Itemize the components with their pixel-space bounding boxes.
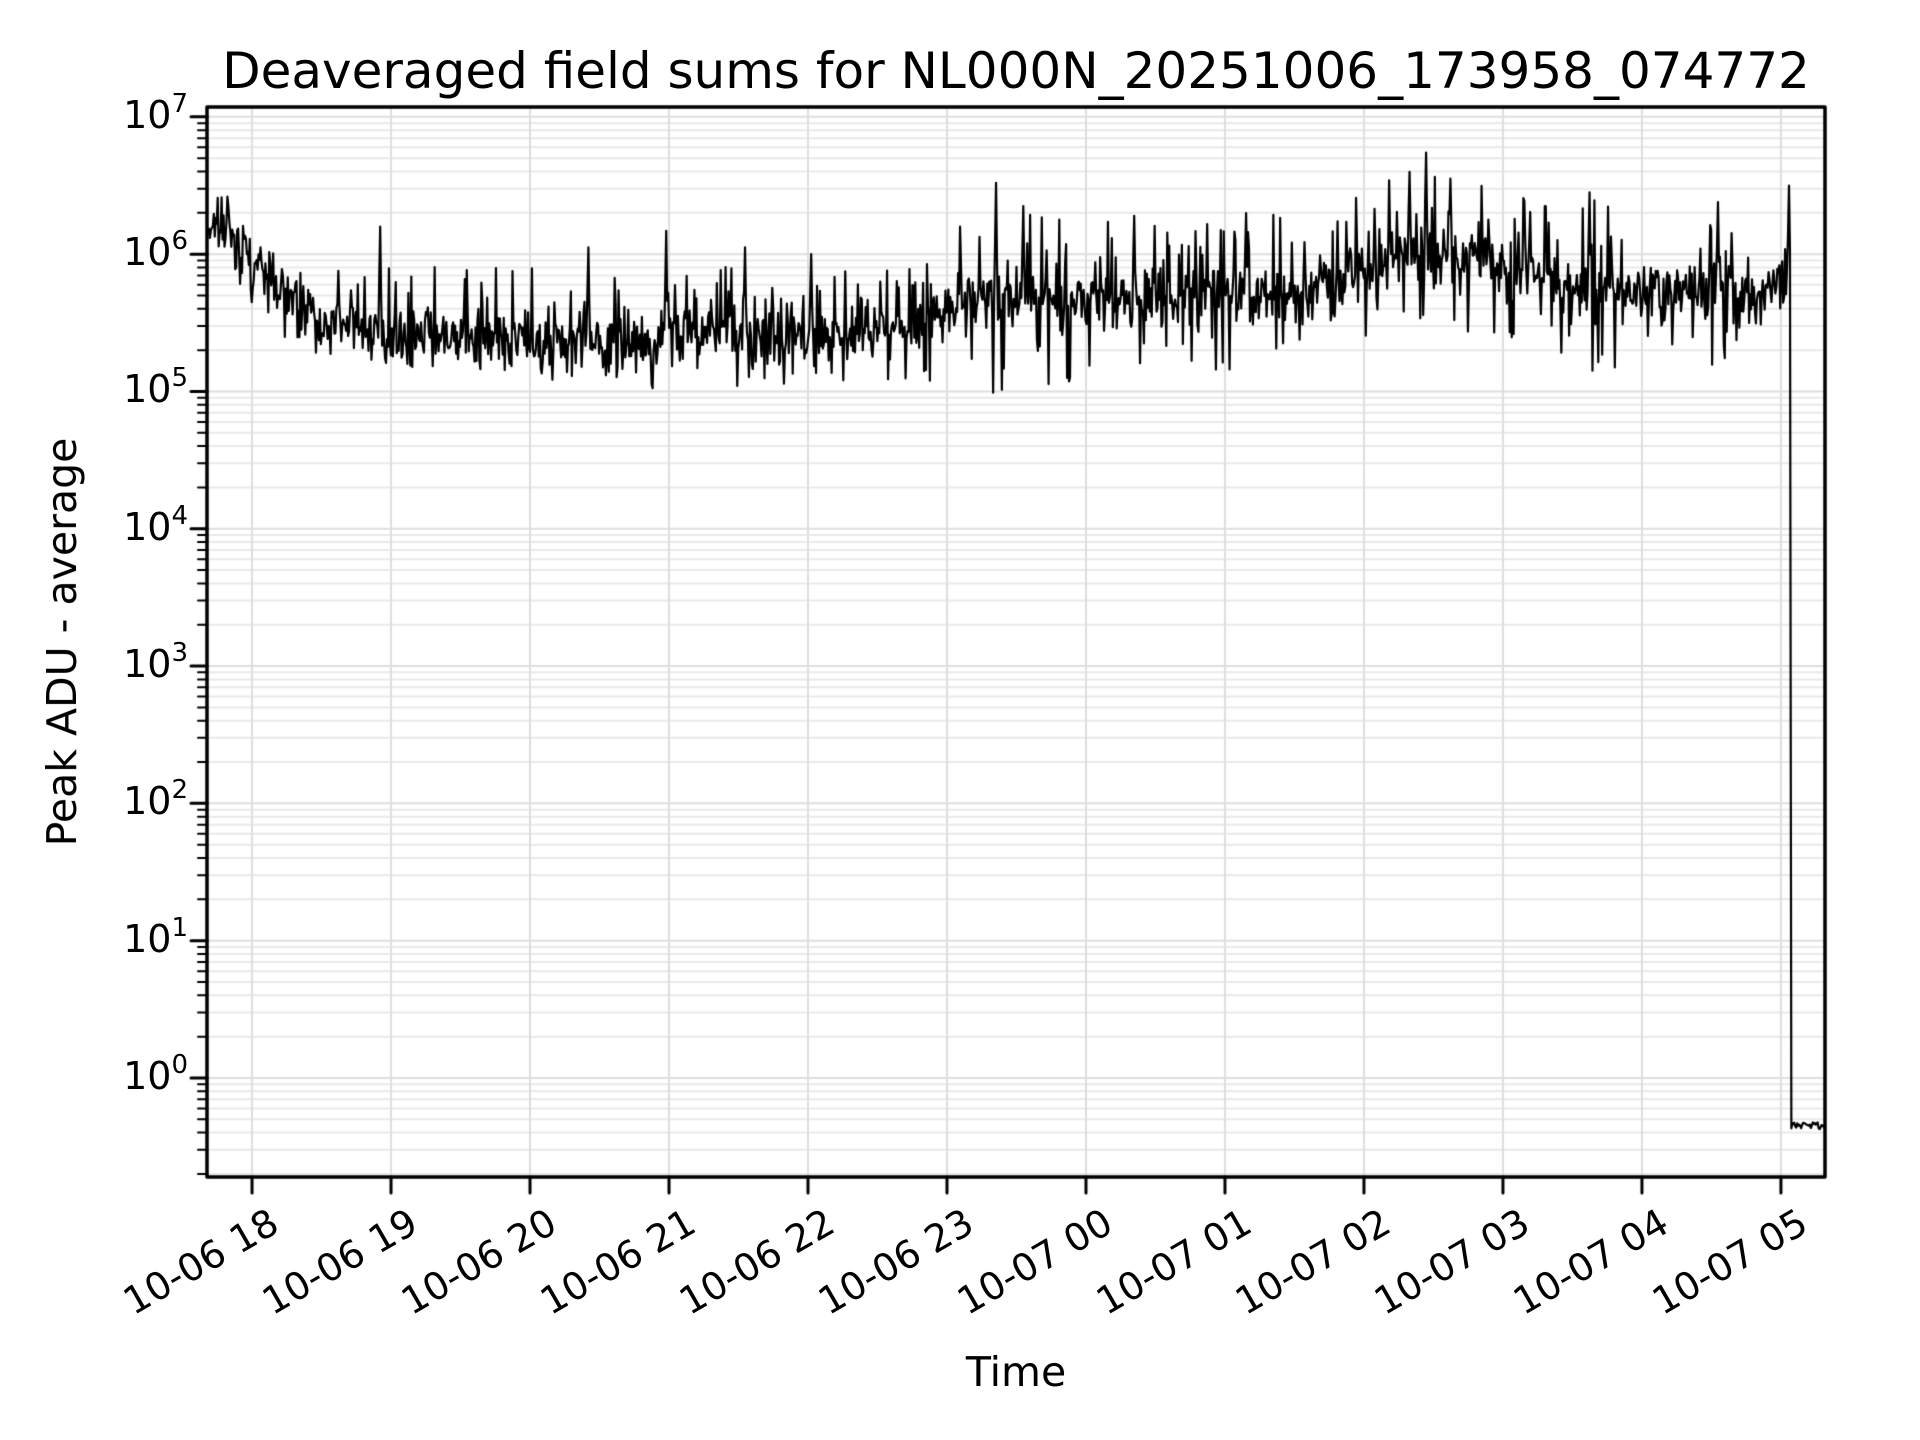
chart-title: Deaveraged field sums for NL000N_2025100… — [222, 42, 1810, 100]
y-tick-exponent: 7 — [171, 89, 188, 120]
y-tick-label: 101 — [123, 913, 188, 961]
y-tick-exponent: 3 — [171, 638, 188, 669]
y-tick-label: 105 — [123, 364, 188, 412]
y-tick-label: 103 — [123, 638, 188, 687]
y-tick-base: 10 — [123, 1054, 172, 1099]
y-tick-label: 106 — [123, 226, 188, 275]
y-tick-base: 10 — [123, 779, 172, 824]
y-tick-base: 10 — [123, 93, 172, 138]
y-tick-exponent: 4 — [171, 501, 188, 532]
y-tick-base: 10 — [123, 916, 172, 961]
y-tick-exponent: 0 — [171, 1050, 188, 1081]
y-tick-label: 102 — [123, 776, 188, 824]
y-axis-label: Peak ADU - average — [38, 437, 86, 847]
y-tick-label: 104 — [123, 501, 188, 550]
y-tick-base: 10 — [123, 367, 172, 412]
x-axis-label: Time — [965, 1348, 1067, 1396]
y-tick-exponent: 5 — [171, 363, 188, 394]
y-tick-label: 100 — [123, 1050, 188, 1099]
y-tick-exponent: 2 — [171, 775, 188, 806]
y-tick-base: 10 — [123, 642, 172, 687]
y-tick-exponent: 1 — [171, 912, 188, 943]
y-tick-base: 10 — [123, 505, 172, 550]
y-tick-label: 107 — [123, 89, 188, 138]
y-tick-base: 10 — [123, 230, 172, 275]
y-tick-exponent: 6 — [171, 226, 188, 257]
